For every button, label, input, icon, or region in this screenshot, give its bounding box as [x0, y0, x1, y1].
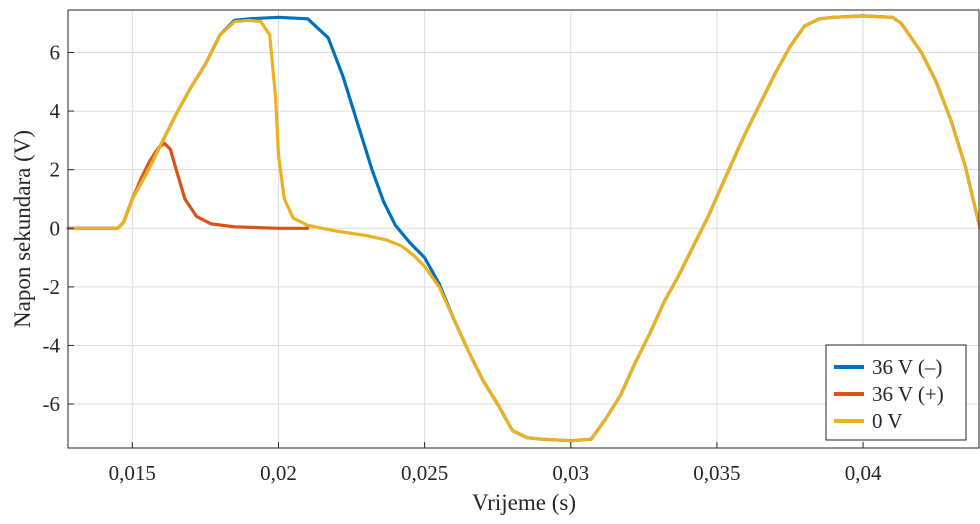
y-tick-label: 0 — [50, 216, 61, 240]
legend: 36 V (–) 36 V (+) 0 V — [825, 344, 967, 441]
x-tick-label: 0,035 — [693, 461, 740, 485]
y-tick-label: -4 — [43, 333, 61, 357]
x-tick-label: 0,015 — [109, 461, 156, 485]
x-axis-ticks: 0,015 0,02 0,025 0,03 0,035 0,04 — [109, 442, 882, 485]
legend-label: 0 V — [872, 409, 903, 433]
y-tick-label: 2 — [50, 158, 61, 182]
x-axis-title: Vrijeme (s) — [472, 490, 576, 515]
x-tick-label: 0,025 — [401, 461, 448, 485]
series-lines — [66, 14, 980, 443]
legend-label: 36 V (–) — [872, 355, 942, 379]
series-line-0v — [66, 14, 980, 443]
legend-label: 36 V (+) — [872, 382, 944, 406]
y-axis-ticks: -6 -4 -2 0 2 4 6 — [43, 40, 74, 416]
y-tick-label: -6 — [43, 392, 61, 416]
y-axis-title: Napon sekundara (V) — [10, 130, 35, 328]
plot-area-frame — [67, 9, 980, 449]
y-tick-label: 4 — [50, 99, 61, 123]
y-tick-label: -2 — [43, 275, 61, 299]
grid — [68, 10, 980, 448]
x-tick-label: 0,02 — [260, 461, 297, 485]
series-line-36v-plus — [66, 141, 310, 230]
y-tick-label: 6 — [50, 40, 61, 64]
x-tick-label: 0,04 — [845, 461, 882, 485]
x-tick-label: 0,03 — [552, 461, 589, 485]
